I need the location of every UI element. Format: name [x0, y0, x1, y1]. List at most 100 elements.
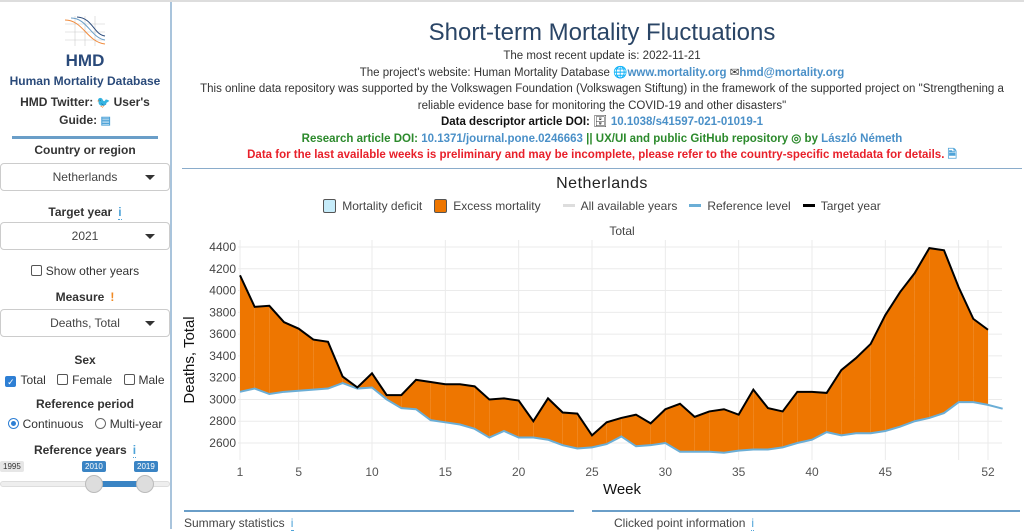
twitter-icon[interactable]: 🐦: [96, 97, 111, 109]
sex-male-checkbox[interactable]: Male: [123, 373, 165, 387]
continuous-radio[interactable]: Continuous: [7, 417, 84, 431]
excess-area: [944, 250, 959, 414]
excess-area: [665, 403, 680, 452]
sex-option-label: Male: [138, 373, 165, 387]
excess-swatch: [434, 198, 448, 213]
info-icon[interactable]: i: [132, 443, 137, 458]
show-other-years-checkbox[interactable]: Show other years: [0, 264, 170, 278]
multi-year-radio[interactable]: Multi-year: [94, 417, 163, 431]
excess-area: [430, 382, 446, 423]
country-value: Netherlands: [52, 170, 118, 184]
excess-area: [914, 248, 930, 422]
excess-area: [636, 414, 651, 447]
divider: [182, 167, 1022, 169]
slider-to-label: 2019: [134, 461, 158, 472]
research-doi-link[interactable]: 10.1371/journal.pone.0246663: [421, 132, 583, 145]
slider-handle-from[interactable]: [85, 475, 103, 493]
book-icon[interactable]: ▤: [100, 115, 111, 127]
warning-icon[interactable]: !: [110, 290, 115, 304]
legend-label: Mortality deficit: [342, 198, 423, 213]
x-tick-label: 10: [365, 465, 379, 479]
excess-area: [313, 339, 328, 390]
target-year-label: Target year: [48, 205, 113, 219]
chart-subtitle: Total: [609, 224, 634, 238]
hmd-logo: HMD: [63, 16, 107, 68]
sidebar: HMD Human Mortality Database HMD Twitter…: [0, 2, 172, 529]
checkbox-icon[interactable]: [57, 374, 69, 385]
legend-target[interactable]: Target year: [802, 198, 881, 213]
excess-area: [885, 292, 900, 432]
descriptor-doi-link[interactable]: 10.1038/s41597-021-01019-1: [610, 116, 764, 128]
excess-area: [841, 358, 856, 436]
author-link[interactable]: László Németh: [821, 132, 903, 145]
y-tick-label: 4400: [209, 240, 236, 254]
measure-select[interactable]: Deaths, Total: [0, 309, 170, 337]
legend-deficit[interactable]: Mortality deficit: [323, 198, 423, 213]
radio-label: Continuous: [22, 417, 84, 431]
ref-period-label: Reference period: [35, 397, 135, 411]
x-tick-label: 52: [981, 465, 995, 479]
excess-area: [416, 379, 431, 421]
legend-label: All available years: [580, 198, 678, 213]
excess-area: [929, 248, 944, 418]
x-tick-label: 20: [512, 465, 526, 479]
check-icon[interactable]: ✓: [5, 376, 17, 387]
reference-years-slider[interactable]: 1995 2010 2019: [0, 459, 170, 499]
x-tick-label: 35: [732, 465, 746, 479]
excess-area: [856, 343, 871, 434]
excess-area: [254, 305, 270, 394]
website-link[interactable]: www.mortality.org: [627, 66, 727, 79]
target-swatch: [802, 204, 815, 207]
sex-female-checkbox[interactable]: Female: [57, 373, 112, 387]
document-icon[interactable]: 🗎: [947, 149, 957, 161]
info-icon[interactable]: i: [118, 205, 122, 220]
reference-swatch: [689, 204, 702, 207]
excess-area: [445, 384, 460, 425]
excess-area: [328, 341, 343, 389]
excess-area: [650, 409, 666, 446]
x-tick-label: 25: [585, 465, 599, 479]
email-link[interactable]: hmd@mortality.org: [739, 66, 845, 79]
slider-handle-to[interactable]: [136, 475, 154, 493]
y-tick-label: 3600: [209, 327, 236, 341]
mail-icon: ✉: [729, 66, 740, 79]
y-tick-label: 3800: [209, 305, 236, 319]
research-label: Research article DOI:: [301, 132, 418, 145]
radio-icon[interactable]: [7, 418, 19, 429]
country-label: Country or region: [34, 143, 136, 157]
info-icon[interactable]: i: [751, 516, 755, 531]
legend-label: Excess mortality: [453, 198, 541, 213]
info-icon[interactable]: i: [290, 516, 294, 531]
x-tick-label: 5: [295, 465, 302, 479]
radio-icon[interactable]: [94, 418, 106, 429]
legend-all-years[interactable]: All available years: [562, 198, 678, 213]
country-select[interactable]: Netherlands: [0, 163, 170, 191]
excess-area: [460, 384, 475, 429]
sex-total-checkbox[interactable]: ✓ Total: [5, 373, 46, 387]
checkbox-icon[interactable]: [30, 265, 42, 276]
excess-area: [973, 318, 988, 405]
checkbox-icon[interactable]: [123, 374, 135, 385]
slider-min-label: 1995: [0, 461, 24, 472]
legend-reference[interactable]: Reference level: [689, 199, 791, 213]
excess-area: [709, 409, 724, 453]
legend-label: Target year: [820, 198, 881, 213]
y-tick-label: 2600: [209, 436, 236, 450]
divider: [12, 136, 158, 139]
x-axis-label: Week: [603, 481, 642, 498]
globe-icon: 🌐: [613, 66, 628, 79]
excess-area: [870, 315, 886, 434]
database-icon: 🗄: [593, 116, 608, 128]
reference-line: [239, 382, 1003, 454]
measure-value: Deaths, Total: [50, 316, 120, 330]
clicked-point-heading: Clicked point information: [614, 516, 746, 530]
radio-label: Multi-year: [109, 417, 163, 431]
guide-label: User's Guide:: [59, 95, 150, 127]
github-icon[interactable]: ◎: [791, 132, 802, 145]
target-year-select[interactable]: 2021: [0, 222, 170, 250]
legend-excess[interactable]: Excess mortality: [434, 198, 541, 213]
x-tick-label: 40: [805, 465, 819, 479]
mortality-chart[interactable]: Total 2600 2800 3000 3200 3400 3600 3800 4000 42…: [180, 220, 1024, 505]
main-panel: Short-term Mortality Fluctuations The mo…: [180, 2, 1024, 529]
excess-area: [489, 398, 504, 438]
